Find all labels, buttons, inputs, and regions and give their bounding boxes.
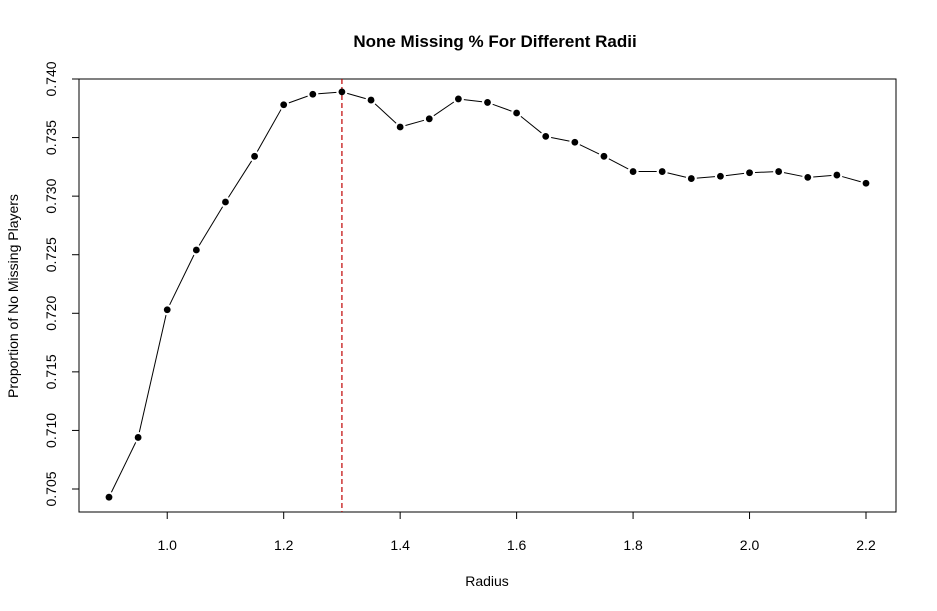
data-point <box>338 88 346 96</box>
y-axis: 0.705 0.710 0.715 0.720 0.725 0.730 0.735 0.740 <box>43 61 80 507</box>
data-point <box>163 306 171 314</box>
x-tick-label: 1.2 <box>274 537 294 553</box>
data-point <box>658 168 666 175</box>
data-point <box>309 90 317 98</box>
x-tick-label: 2.0 <box>740 537 760 553</box>
series-segment <box>256 109 282 152</box>
data-point <box>484 99 491 106</box>
data-point <box>454 95 462 103</box>
data-point <box>571 138 579 146</box>
data-point <box>105 493 113 501</box>
chart-title: None Missing % For Different Radii <box>353 32 636 51</box>
series-line-layer <box>110 91 861 493</box>
series-segment <box>318 91 337 95</box>
data-point <box>804 174 812 181</box>
series-segment <box>492 103 512 112</box>
x-axis-label: Radius <box>465 573 509 589</box>
series-segment <box>696 176 715 179</box>
x-tick-label: 1.8 <box>623 537 643 553</box>
data-point <box>222 198 229 206</box>
y-axis-label: Proportion of No Missing Players <box>5 194 21 398</box>
y-tick-label: 0.735 <box>43 120 59 155</box>
series-segment <box>755 171 774 173</box>
y-tick-label: 0.710 <box>43 413 59 448</box>
data-point <box>192 246 200 254</box>
data-point <box>687 175 695 182</box>
x-tick-label: 1.6 <box>507 537 527 553</box>
data-point <box>775 168 783 175</box>
data-point <box>600 152 608 160</box>
series-segment <box>110 442 137 493</box>
series-segment <box>520 116 542 134</box>
data-point <box>425 115 433 123</box>
series-points-layer <box>105 88 870 501</box>
data-point <box>833 171 841 179</box>
data-point <box>746 169 753 177</box>
y-tick-label: 0.720 <box>43 296 59 331</box>
x-axis: 1.0 1.2 1.4 1.6 1.8 2.0 2.2 <box>157 511 876 553</box>
x-tick-label: 1.0 <box>157 537 177 553</box>
data-point <box>251 152 258 160</box>
series-segment <box>374 103 397 124</box>
series-segment <box>551 136 570 142</box>
series-segment <box>288 95 308 104</box>
y-tick-label: 0.730 <box>43 178 59 213</box>
data-point <box>717 172 724 180</box>
x-tick-label: 2.2 <box>856 537 876 553</box>
series-segment <box>169 254 195 306</box>
series-segment <box>783 172 803 177</box>
data-point <box>629 168 637 175</box>
series-segment <box>347 92 366 100</box>
series-segment <box>813 174 832 178</box>
y-tick-label: 0.705 <box>43 471 59 506</box>
y-tick-label: 0.725 <box>43 237 59 272</box>
data-point <box>367 96 375 104</box>
data-point <box>513 109 521 117</box>
series-segment <box>842 176 861 183</box>
data-point <box>134 434 142 441</box>
series-segment <box>433 101 455 117</box>
series-segment <box>579 144 600 155</box>
data-point <box>862 179 870 187</box>
series-segment <box>667 172 687 178</box>
series-segment <box>198 206 224 246</box>
series-segment <box>227 160 253 198</box>
plot-box <box>78 78 897 513</box>
series-segment <box>463 99 483 103</box>
data-point <box>542 133 550 140</box>
series-segment <box>608 158 629 170</box>
series-segment <box>725 172 745 177</box>
x-tick-label: 1.4 <box>390 537 410 553</box>
data-point <box>396 123 404 131</box>
series-segment <box>138 315 167 433</box>
y-tick-label: 0.715 <box>43 354 59 389</box>
data-point <box>280 101 288 109</box>
y-tick-label: 0.740 <box>43 61 59 96</box>
series-segment <box>405 119 425 127</box>
